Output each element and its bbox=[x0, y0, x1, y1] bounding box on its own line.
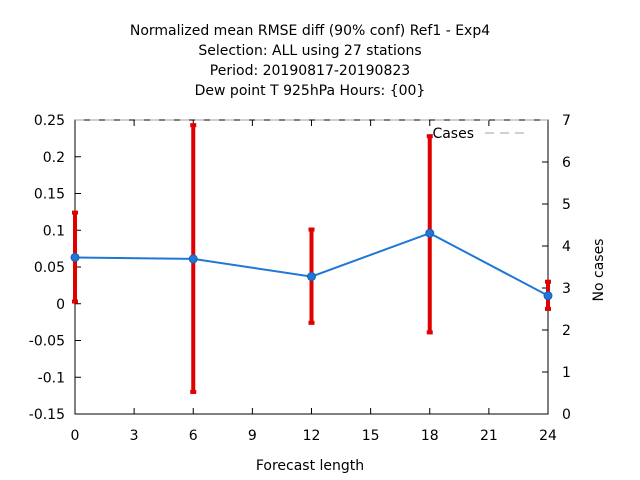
rmse-series bbox=[70, 228, 553, 301]
y-axis-left: 0.25 0.2 0.15 0.1 0.05 0 -0.05 -0.1 -0.15 bbox=[29, 113, 81, 423]
y2-tick-label: 6 bbox=[562, 155, 571, 171]
title-line-1: Normalized mean RMSE diff (90% conf) Ref… bbox=[130, 23, 490, 39]
y2-tick-label: 5 bbox=[562, 197, 571, 213]
chart-title: Normalized mean RMSE diff (90% conf) Ref… bbox=[130, 23, 490, 99]
y2-tick-label: 7 bbox=[562, 113, 571, 129]
data-point bbox=[188, 254, 198, 264]
y-tick-label: 0.15 bbox=[34, 187, 65, 203]
y-axis-right: 7 6 5 4 3 2 1 0 bbox=[542, 113, 571, 423]
x-axis: 0 3 6 9 12 15 18 21 24 bbox=[71, 120, 557, 444]
y-tick-label: 0.25 bbox=[34, 113, 65, 129]
x-axis-label: Forecast length bbox=[256, 458, 364, 474]
x-tick-label: 0 bbox=[71, 428, 80, 444]
y2-tick-label: 1 bbox=[562, 365, 571, 381]
y-tick-label: -0.1 bbox=[38, 370, 65, 386]
y2-tick-label: 4 bbox=[562, 239, 571, 255]
title-line-4: Dew point T 925hPa Hours: {00} bbox=[195, 83, 426, 99]
x-tick-label: 12 bbox=[303, 428, 321, 444]
y-tick-label: 0.05 bbox=[34, 260, 65, 276]
y-tick-label: 0 bbox=[56, 297, 65, 313]
title-line-2: Selection: ALL using 27 stations bbox=[198, 43, 421, 59]
x-tick-label: 6 bbox=[189, 428, 198, 444]
x-tick-label: 9 bbox=[248, 428, 257, 444]
y2-axis-label: No cases bbox=[591, 239, 607, 302]
x-tick-label: 21 bbox=[480, 428, 498, 444]
y2-tick-label: 0 bbox=[562, 407, 571, 423]
data-point bbox=[425, 228, 435, 238]
data-point bbox=[307, 272, 316, 282]
y-tick-label: -0.05 bbox=[29, 334, 65, 350]
x-tick-label: 24 bbox=[539, 428, 557, 444]
x-tick-label: 3 bbox=[130, 428, 139, 444]
data-point bbox=[543, 291, 553, 301]
data-point bbox=[70, 252, 80, 262]
x-tick-label: 15 bbox=[362, 428, 380, 444]
legend: Cases bbox=[432, 126, 528, 142]
y2-tick-label: 2 bbox=[562, 323, 571, 339]
x-tick-label: 18 bbox=[421, 428, 439, 444]
y-tick-label: 0.1 bbox=[43, 223, 65, 239]
legend-label-cases: Cases bbox=[432, 126, 474, 142]
y-tick-label: 0.2 bbox=[43, 150, 65, 166]
y-tick-label: -0.15 bbox=[29, 407, 65, 423]
y2-tick-label: 3 bbox=[562, 281, 571, 297]
title-line-3: Period: 20190817-20190823 bbox=[210, 63, 410, 79]
